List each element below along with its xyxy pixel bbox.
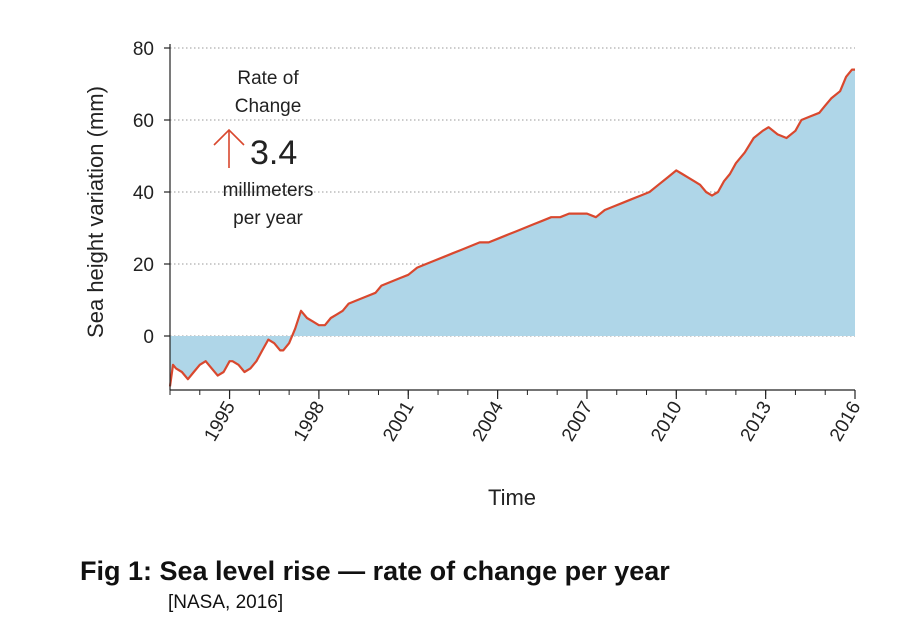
x-tick-label: 2004 <box>469 398 509 445</box>
annotation-line-1: Rate of <box>237 68 299 89</box>
rate-annotation: Rate of Change 3.4 millimeters per year <box>213 68 314 229</box>
arrow-up-icon <box>213 128 245 168</box>
x-tick-label: 1995 <box>201 398 240 445</box>
series-line <box>168 68 855 387</box>
x-tick-label: 2001 <box>379 398 418 445</box>
figure-caption-source: [NASA, 2016] <box>168 592 284 613</box>
figure-caption-title: Fig 1: Sea level rise — rate of change p… <box>80 556 670 586</box>
x-axis-title: Time <box>488 485 536 510</box>
annotation-unit-1: millimeters <box>223 180 314 201</box>
y-tick-label: 60 <box>133 111 154 132</box>
annotation-unit-2: per year <box>233 208 303 229</box>
plot-area <box>168 68 855 387</box>
y-tick-label: 20 <box>133 255 154 276</box>
x-tick-label: 1998 <box>290 398 329 445</box>
y-tick-label: 80 <box>133 39 154 60</box>
series-area-fill <box>170 69 855 387</box>
annotation-line-2: Change <box>235 96 302 117</box>
annotation-value: 3.4 <box>250 134 297 172</box>
x-tick-label: 2007 <box>558 398 597 445</box>
x-tick-label: 2013 <box>737 398 776 445</box>
y-tick-label: 0 <box>143 327 154 348</box>
y-tick-label: 40 <box>133 183 154 204</box>
y-axis-title: Sea height variation (mm) <box>83 86 108 338</box>
sea-level-chart: 0 20 40 60 80 1995 1998 2001 2004 2007 2010 2013 201… <box>83 39 865 510</box>
x-tick-label: 2010 <box>647 398 686 445</box>
x-tick-label: 2016 <box>826 398 865 445</box>
